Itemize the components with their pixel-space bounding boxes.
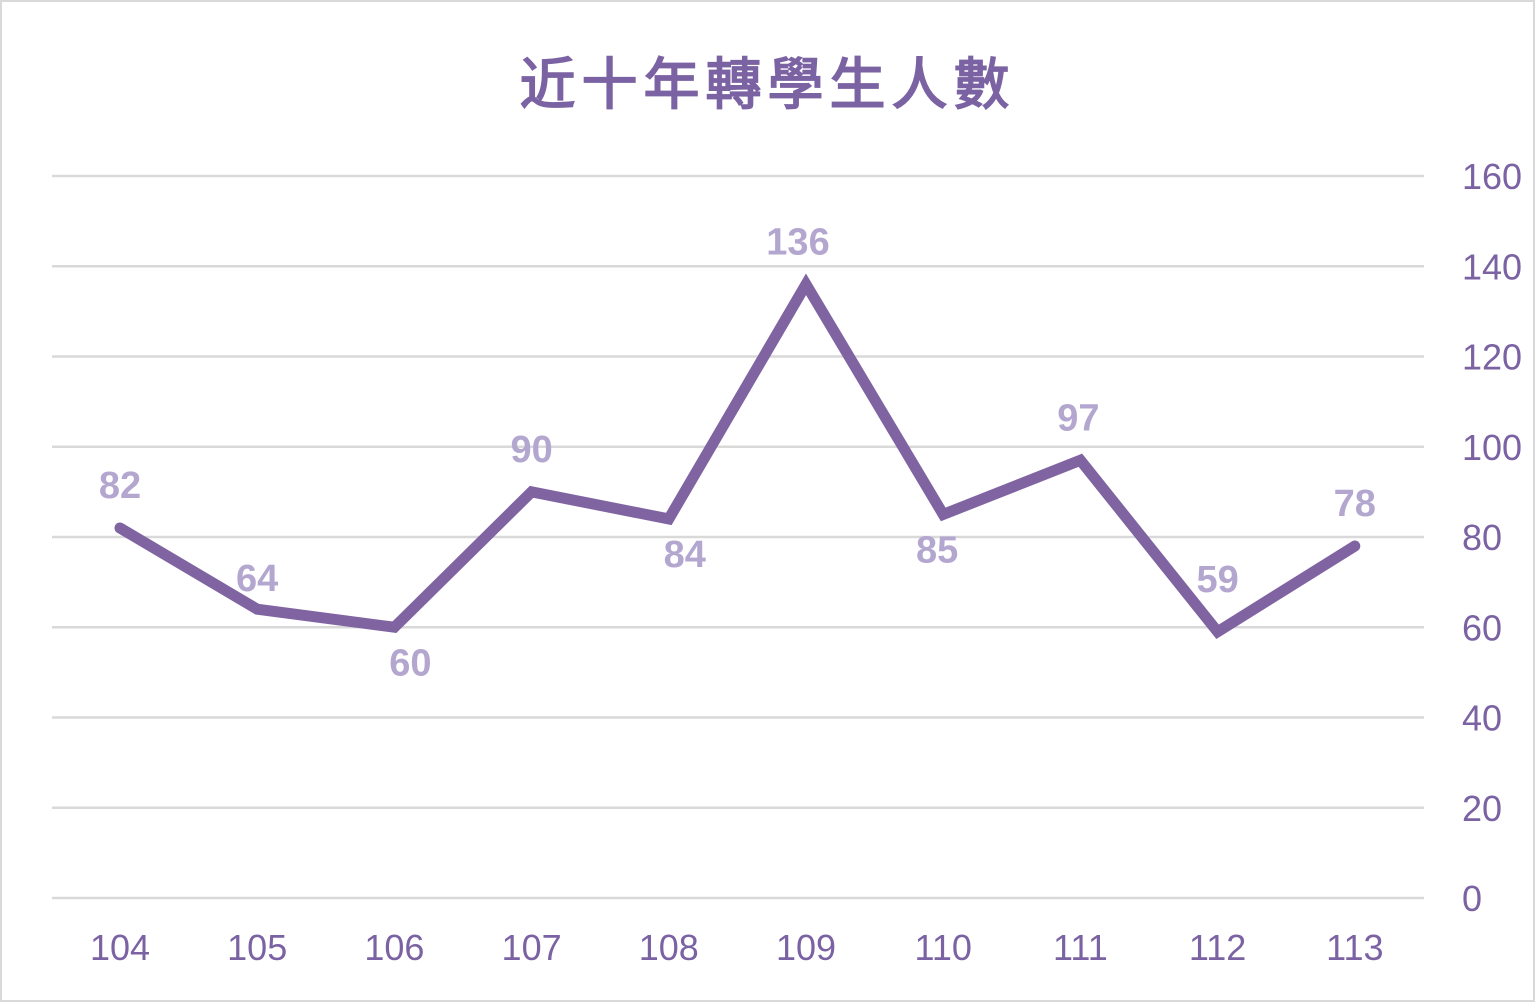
- x-axis-ticks: 104 105 106 107 108 109 110 111 112 113: [90, 927, 1384, 968]
- series-line: [114, 273, 1361, 640]
- y-tick-label: 160: [1462, 156, 1522, 197]
- data-label: 97: [1057, 397, 1099, 439]
- chart-title: 近十年轉學生人數: [519, 53, 1016, 118]
- y-tick-label: 80: [1462, 517, 1502, 558]
- data-label: 136: [766, 221, 829, 263]
- data-label: 82: [99, 465, 141, 507]
- y-tick-label: 100: [1462, 427, 1522, 468]
- series: [114, 273, 1361, 640]
- x-tick-label: 104: [90, 927, 150, 968]
- y-tick-label: 60: [1462, 607, 1502, 648]
- x-tick-label: 112: [1189, 927, 1246, 968]
- x-tick-label: 110: [914, 927, 971, 968]
- x-tick-label: 109: [776, 927, 836, 968]
- x-tick-label: 108: [639, 927, 699, 968]
- data-label: 64: [236, 558, 278, 600]
- x-tick-label: 111: [1053, 927, 1108, 968]
- x-tick-label: 107: [502, 927, 562, 968]
- data-label: 85: [916, 529, 958, 571]
- data-label: 59: [1196, 559, 1238, 601]
- x-tick-label: 113: [1326, 927, 1383, 968]
- y-tick-label: 20: [1462, 788, 1502, 829]
- y-tick-label: 0: [1462, 878, 1482, 919]
- data-label: 60: [389, 642, 431, 684]
- data-label: 78: [1334, 483, 1376, 525]
- y-tick-label: 120: [1462, 337, 1522, 378]
- y-tick-label: 40: [1462, 698, 1502, 739]
- data-label: 90: [510, 429, 552, 471]
- data-labels: 82 64 60 90 84 136 85 97 59 78: [99, 221, 1376, 684]
- y-tick-label: 140: [1462, 246, 1522, 287]
- gridlines: [52, 174, 1424, 900]
- x-tick-label: 105: [227, 927, 287, 968]
- x-tick-label: 106: [364, 927, 424, 968]
- data-label: 84: [664, 534, 706, 576]
- y-axis-ticks: 0 20 40 60 80 100 120 140 160: [1462, 156, 1522, 919]
